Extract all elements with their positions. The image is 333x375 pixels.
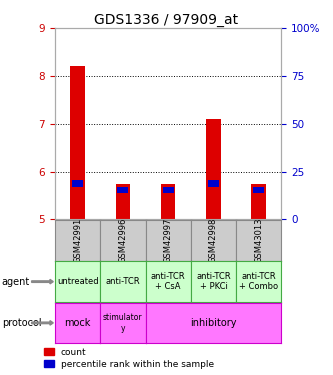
Text: GSM42998: GSM42998 bbox=[209, 217, 218, 263]
Legend: count, percentile rank within the sample: count, percentile rank within the sample bbox=[45, 348, 214, 369]
Bar bbox=[206, 119, 221, 219]
Text: stimulator
y: stimulator y bbox=[103, 313, 143, 333]
Bar bbox=[253, 187, 264, 193]
Bar bbox=[163, 187, 173, 193]
Bar bbox=[118, 187, 128, 193]
Bar bbox=[72, 180, 83, 187]
Text: GSM42997: GSM42997 bbox=[164, 217, 173, 263]
Text: GDS1336 / 97909_at: GDS1336 / 97909_at bbox=[95, 13, 238, 27]
Bar bbox=[208, 180, 219, 187]
Text: GSM42996: GSM42996 bbox=[118, 217, 128, 263]
Text: anti-TCR
+ PKCi: anti-TCR + PKCi bbox=[196, 272, 231, 291]
Text: untreated: untreated bbox=[57, 277, 99, 286]
Bar bbox=[116, 183, 130, 219]
Text: GSM42991: GSM42991 bbox=[73, 218, 82, 263]
Text: anti-TCR
+ Combo: anti-TCR + Combo bbox=[239, 272, 278, 291]
Text: GSM43013: GSM43013 bbox=[254, 217, 263, 263]
Bar bbox=[70, 66, 85, 219]
Text: agent: agent bbox=[2, 277, 30, 286]
Text: inhibitory: inhibitory bbox=[190, 318, 237, 328]
Text: anti-TCR: anti-TCR bbox=[106, 277, 140, 286]
Text: protocol: protocol bbox=[2, 318, 41, 328]
Bar bbox=[251, 183, 266, 219]
Text: mock: mock bbox=[64, 318, 91, 328]
Text: anti-TCR
+ CsA: anti-TCR + CsA bbox=[151, 272, 185, 291]
Bar bbox=[161, 183, 175, 219]
